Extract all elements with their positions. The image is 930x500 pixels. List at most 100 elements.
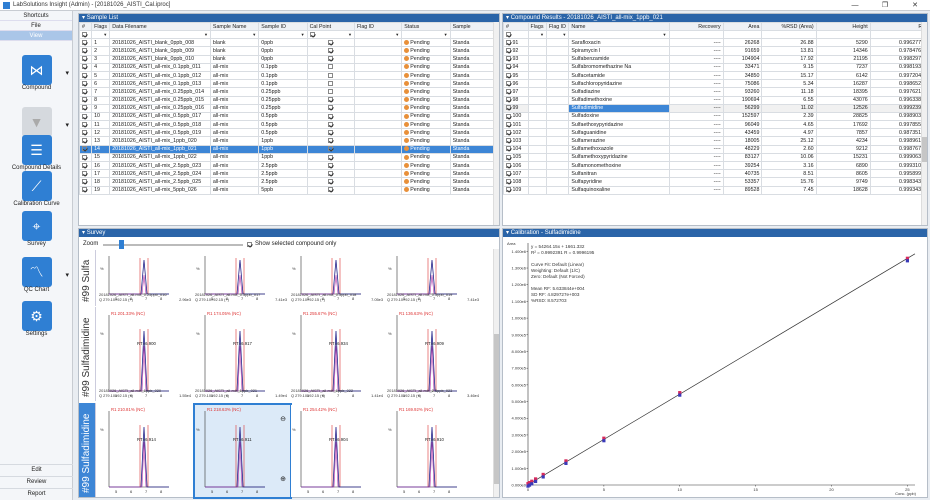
- checkbox[interactable]: [328, 162, 334, 168]
- filter-cell[interactable]: [815, 30, 871, 40]
- checkbox[interactable]: [328, 89, 334, 94]
- filter-dropdown-icon[interactable]: ▼: [395, 32, 400, 38]
- table-row[interactable]: 99 Sulfadimidine ---- 56299 11.02 12526 0.9992…: [503, 103, 928, 113]
- row-checkbox-cell[interactable]: 98: [503, 95, 529, 105]
- survey-cell[interactable]: 5 6 7 8%: [387, 250, 482, 306]
- checkbox[interactable]: [506, 64, 511, 70]
- row-checkbox-cell[interactable]: 99: [503, 103, 529, 113]
- row-checkbox-cell[interactable]: [78, 62, 93, 72]
- row-checkbox-cell[interactable]: [78, 54, 93, 64]
- survey-cell[interactable]: 5 6 7 8% R1 254.42% (NC) RT=6.904: [291, 405, 386, 497]
- table-row[interactable]: 18 20181026_AISTI_all-mix_2.5ppb_025 all-m…: [78, 177, 500, 187]
- cal-point-cell[interactable]: [306, 160, 355, 171]
- checkbox[interactable]: [506, 31, 511, 37]
- filter-cell[interactable]: [78, 30, 93, 40]
- table-row[interactable]: 14 20181026_AISTI_all-mix_1ppb_021 all-mix…: [78, 144, 500, 154]
- column-header[interactable]: Area: [722, 21, 763, 32]
- sample-list-scrollbar[interactable]: [493, 22, 499, 225]
- checkbox[interactable]: [82, 146, 87, 152]
- filter-cell[interactable]: ▼: [353, 30, 403, 40]
- row-checkbox-cell[interactable]: [78, 95, 93, 105]
- checkbox[interactable]: [82, 64, 87, 70]
- column-header[interactable]: Name: [568, 21, 670, 32]
- row-checkbox-cell[interactable]: [78, 169, 93, 179]
- checkbox[interactable]: [506, 89, 511, 94]
- column-header[interactable]: Flags: [527, 21, 547, 32]
- checkbox[interactable]: [506, 154, 511, 160]
- filter-dropdown-icon[interactable]: ▼: [300, 32, 305, 38]
- checkbox[interactable]: [506, 72, 511, 78]
- cal-point-cell[interactable]: [306, 46, 355, 56]
- filter-cell[interactable]: [869, 30, 928, 40]
- cal-point-cell[interactable]: [306, 144, 355, 154]
- row-checkbox-cell[interactable]: [78, 136, 93, 146]
- table-row[interactable]: 101 Sulfaethoxypyridazine ---- 96049 4.65 176…: [503, 120, 928, 130]
- checkbox[interactable]: [82, 72, 87, 78]
- file-tab[interactable]: File: [0, 21, 72, 31]
- table-row[interactable]: 102 Sulfaguanidine ---- 43459 4.97 7857 0.9873…: [503, 128, 928, 138]
- checkbox[interactable]: [506, 39, 511, 45]
- review-button[interactable]: Review: [0, 476, 73, 487]
- row-checkbox-cell[interactable]: 106: [503, 160, 529, 171]
- survey-cell[interactable]: 5 6 7 8% R1 210.81% (NC) RT=6.914: [99, 405, 194, 497]
- row-checkbox-cell[interactable]: [78, 144, 93, 154]
- checkbox[interactable]: [506, 97, 511, 103]
- close-button[interactable]: ✕: [912, 2, 918, 9]
- column-header[interactable]: R²: [869, 21, 928, 32]
- table-row[interactable]: 104 Sulfamethoxazole ---- 48229 2.60 9212 0.99…: [503, 144, 928, 154]
- survey-cell[interactable]: 5 6 7 8% R1 169.92% (NC) RT=6.910: [387, 405, 482, 497]
- checkbox[interactable]: [82, 138, 87, 144]
- checkbox[interactable]: [328, 113, 334, 119]
- checkbox[interactable]: [328, 179, 334, 185]
- filter-cell[interactable]: [722, 30, 763, 40]
- row-checkbox-cell[interactable]: [78, 70, 93, 81]
- row-checkbox-cell[interactable]: [78, 87, 93, 97]
- row-checkbox-cell[interactable]: 101: [503, 120, 529, 130]
- column-header[interactable]: #: [503, 21, 529, 32]
- column-header[interactable]: %RSD (Area): [761, 21, 817, 32]
- survey-cell[interactable]: 5 6 7 8% R1 136.63% (NC) RT=6.909: [387, 309, 482, 401]
- table-row[interactable]: 11 20181026_AISTI_all-mix_0.5ppb_018 all-m…: [78, 120, 500, 130]
- checkbox[interactable]: [82, 97, 87, 103]
- checkbox[interactable]: [328, 138, 334, 144]
- survey-cell[interactable]: 5 6 7 8%: [195, 250, 290, 306]
- row-checkbox-cell[interactable]: [78, 128, 93, 138]
- table-row[interactable]: 93 Sulfabenzamide ---- 104904 17.92 21195 0.99…: [503, 54, 928, 64]
- sidebar-item-qc-chart[interactable]: 〽 QC Chart ▾: [0, 257, 73, 293]
- filter-cell[interactable]: ▼: [568, 30, 670, 40]
- checkbox[interactable]: [506, 129, 511, 135]
- row-checkbox-cell[interactable]: 93: [503, 54, 529, 64]
- row-checkbox-cell[interactable]: 91: [503, 38, 529, 48]
- row-checkbox-cell[interactable]: [78, 38, 93, 48]
- row-checkbox-cell[interactable]: 107: [503, 169, 529, 179]
- survey-cell[interactable]: 5 6 7 8% R1 218.63% (NC) RT=6.911 ⊖ ⊕: [193, 403, 292, 499]
- checkbox[interactable]: [82, 129, 87, 135]
- table-row[interactable]: 6 20181026_AISTI_all-mix_0.1ppb_013 all-mi…: [78, 79, 500, 89]
- table-row[interactable]: 12 20181026_AISTI_all-mix_0.5ppb_019 all-m…: [78, 128, 500, 138]
- table-row[interactable]: 94 Sulfabromomethazine Na ---- 33471 9.15 723…: [503, 62, 928, 72]
- checkbox[interactable]: [328, 48, 334, 54]
- row-checkbox-cell[interactable]: 109: [503, 185, 529, 195]
- filter-cell[interactable]: ▼: [401, 30, 451, 40]
- row-checkbox-cell[interactable]: 103: [503, 136, 529, 146]
- column-header[interactable]: Status: [401, 21, 451, 32]
- table-row[interactable]: 4 20181026_AISTI_all-mix_0.1ppb_011 all-mi…: [78, 62, 500, 72]
- sidebar-item-survey[interactable]: ⌖ Survey: [0, 211, 73, 247]
- checkbox[interactable]: [506, 162, 511, 168]
- filter-dropdown-icon[interactable]: ▼: [252, 32, 257, 38]
- checkbox[interactable]: [82, 162, 87, 168]
- checkbox[interactable]: [328, 64, 334, 70]
- filter-cell[interactable]: [761, 30, 817, 40]
- checkbox[interactable]: [328, 72, 334, 78]
- row-checkbox-cell[interactable]: 94: [503, 62, 529, 72]
- checkbox[interactable]: [328, 39, 334, 45]
- checkbox[interactable]: [82, 31, 87, 37]
- checkbox[interactable]: [506, 56, 511, 62]
- table-row[interactable]: 107 Sulfanitran ---- 40735 8.51 8605 0.9958993: [503, 169, 928, 179]
- filter-dropdown-icon[interactable]: ▼: [103, 32, 108, 38]
- table-row[interactable]: 95 Sulfacetamide ---- 34850 15.17 6142 0.99720…: [503, 70, 928, 81]
- column-header[interactable]: Height: [815, 21, 871, 32]
- row-checkbox-cell[interactable]: [78, 46, 93, 56]
- column-header[interactable]: Sample ID: [258, 21, 308, 32]
- cal-point-cell[interactable]: [306, 120, 355, 130]
